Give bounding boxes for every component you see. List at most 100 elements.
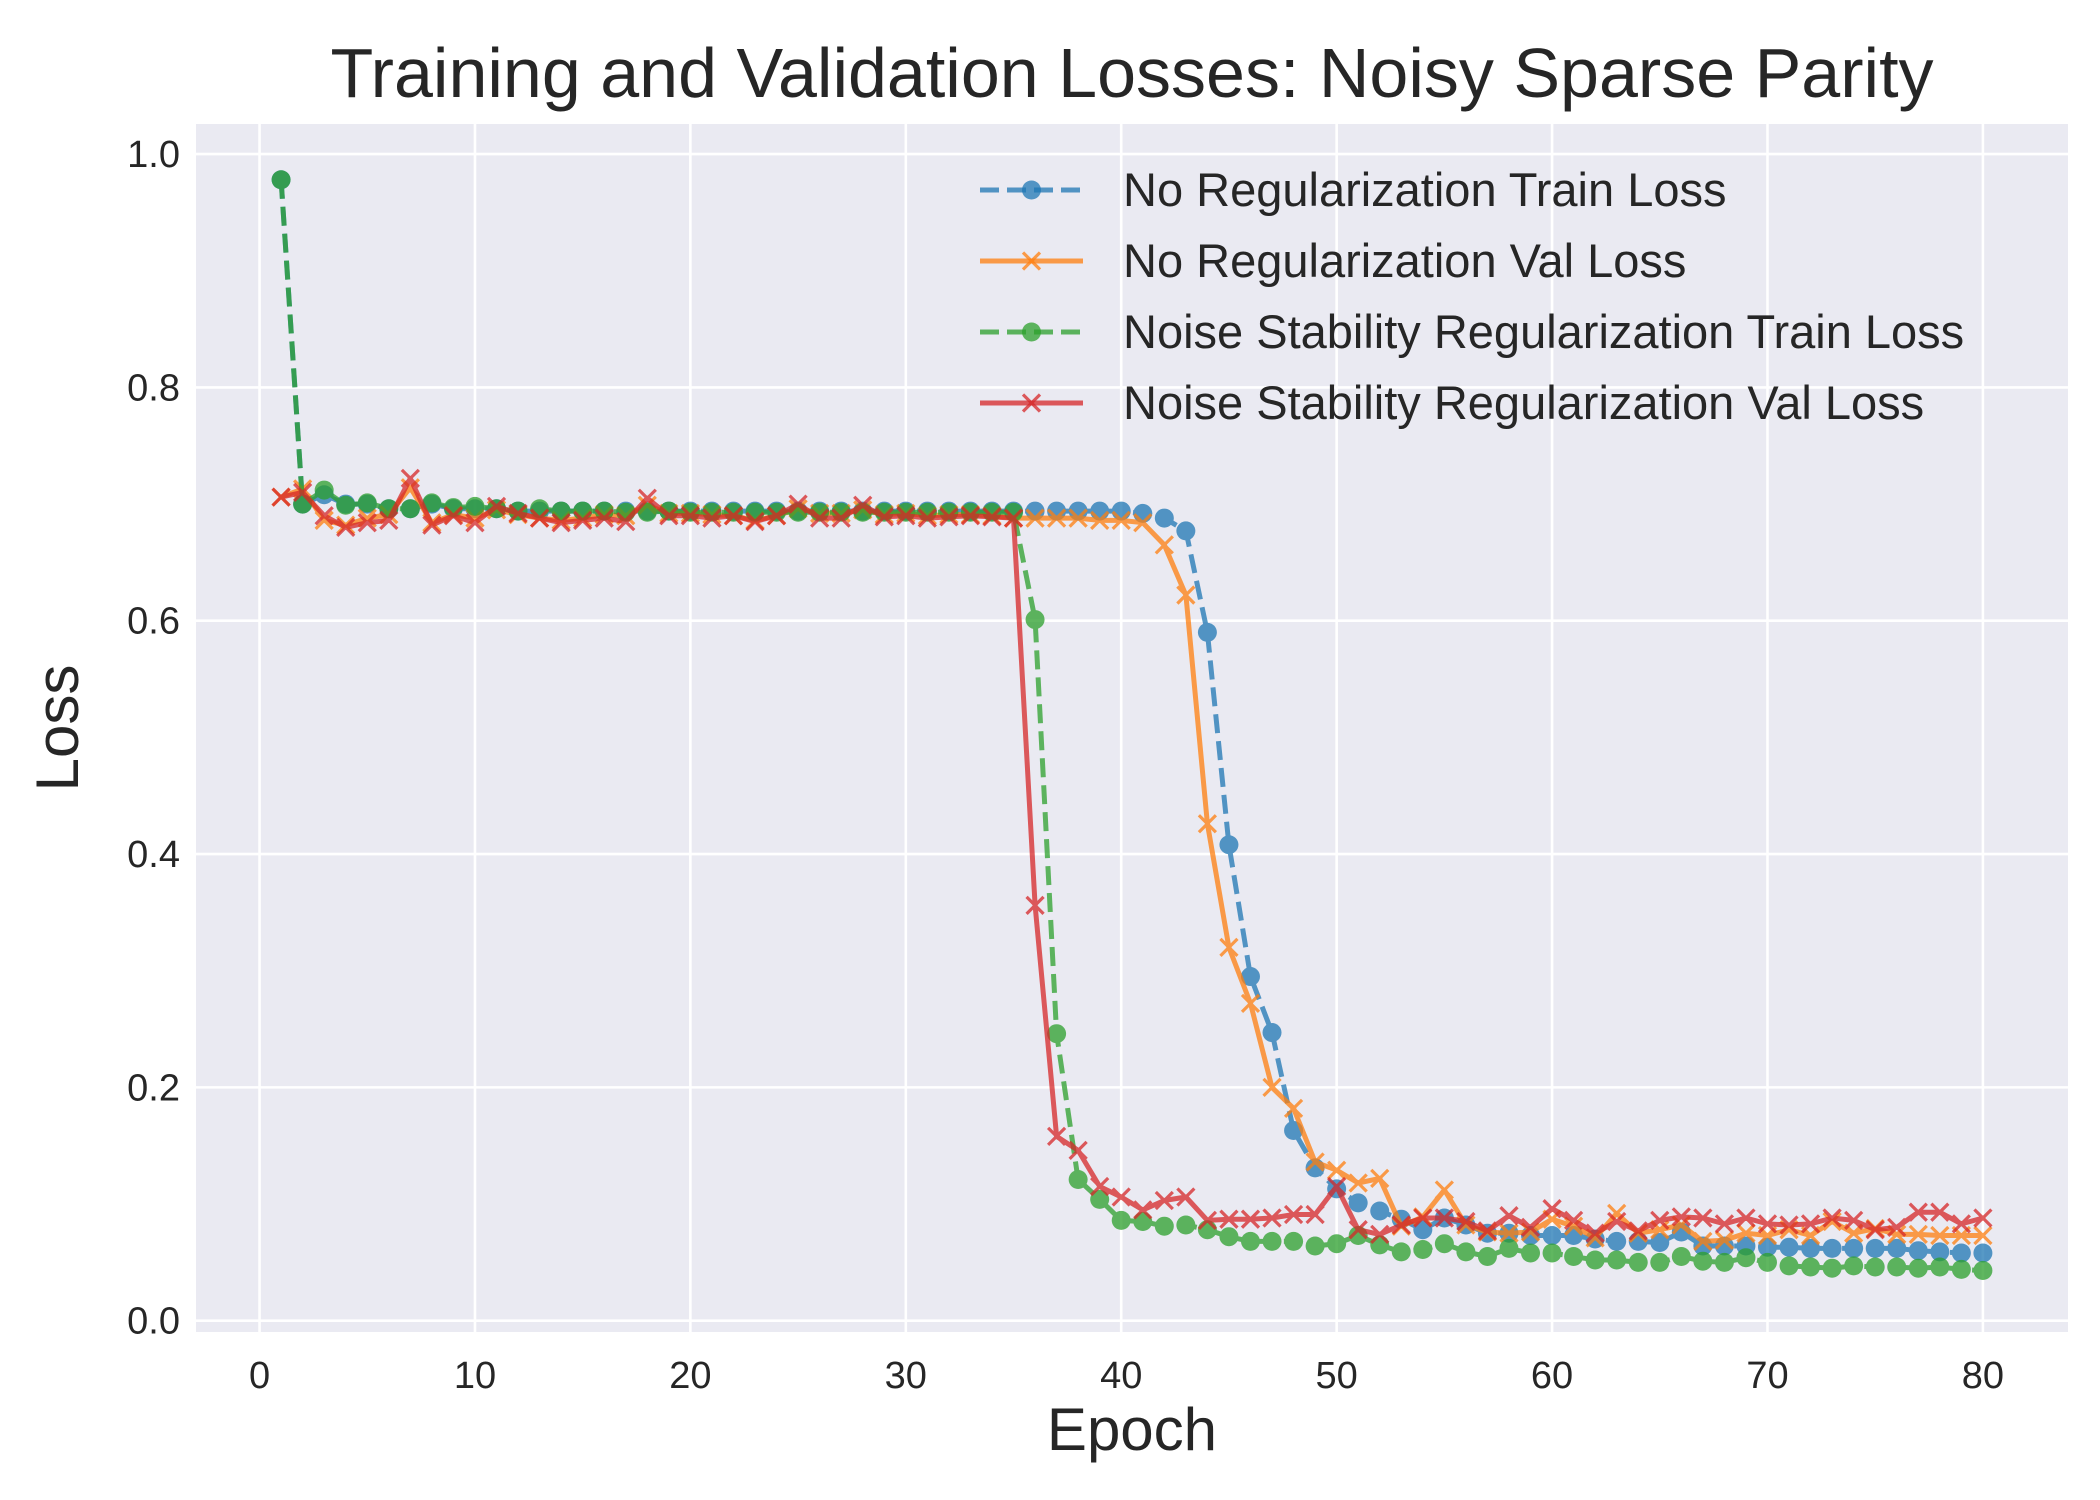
data-point xyxy=(810,508,830,528)
legend-label: No Regularization Train Loss xyxy=(1123,163,1726,216)
legend-label: Noise Stability Regularization Train Los… xyxy=(1123,305,1964,358)
data-point xyxy=(1865,1238,1885,1258)
data-point xyxy=(1283,1098,1304,1119)
data-point xyxy=(1844,1256,1864,1276)
x-axis-ticks: 0 10 20 30 40 50 60 70 80 xyxy=(249,1355,2004,1397)
data-point xyxy=(1154,535,1174,555)
y-tick-label: 0.0 xyxy=(127,1301,180,1343)
data-point xyxy=(1736,1248,1756,1268)
data-point xyxy=(1908,1258,1928,1278)
y-tick-label: 0.4 xyxy=(127,834,180,876)
x-tick-label: 50 xyxy=(1316,1355,1358,1397)
data-point xyxy=(1025,895,1045,916)
data-point xyxy=(1865,1257,1885,1277)
x-tick-label: 60 xyxy=(1531,1355,1573,1397)
series-noise-stability-regularization-train-loss xyxy=(271,170,1993,1281)
data-point xyxy=(1176,1215,1196,1235)
data-point xyxy=(314,480,334,500)
data-point xyxy=(1800,1214,1821,1234)
data-point xyxy=(1327,1234,1347,1254)
data-point xyxy=(1499,1223,1519,1243)
data-point xyxy=(1176,585,1196,605)
data-point xyxy=(594,501,614,521)
data-point xyxy=(400,468,420,489)
data-point xyxy=(1434,1180,1454,1200)
data-point xyxy=(1197,622,1217,642)
data-point xyxy=(400,499,420,519)
data-point xyxy=(1391,1215,1411,1235)
data-point xyxy=(422,515,442,535)
data-point xyxy=(982,507,1002,527)
data-point xyxy=(1348,1193,1368,1213)
data-point xyxy=(1456,1242,1476,1262)
data-point xyxy=(1563,1210,1584,1230)
data-point xyxy=(1801,1257,1821,1277)
chart-title: Training and Validation Losses: Noisy Sp… xyxy=(330,34,1933,112)
data-point xyxy=(1693,1251,1713,1271)
data-point xyxy=(745,511,765,532)
data-point xyxy=(637,488,657,508)
y-tick-label: 0.2 xyxy=(127,1067,180,1109)
data-point xyxy=(874,507,894,527)
data-point xyxy=(1542,1243,1562,1263)
data-point xyxy=(1693,1208,1713,1228)
data-point xyxy=(1822,1208,1842,1228)
data-point xyxy=(465,513,485,533)
data-point xyxy=(1521,1243,1541,1263)
data-point xyxy=(336,495,356,515)
data-point xyxy=(529,508,550,528)
data-point xyxy=(1650,1210,1670,1230)
data-point xyxy=(766,506,787,526)
series-line xyxy=(278,475,1986,1237)
data-point xyxy=(1348,1220,1368,1240)
data-point xyxy=(1327,1160,1347,1180)
data-point xyxy=(1154,1216,1174,1236)
data-point xyxy=(788,494,808,514)
data-point xyxy=(1520,1217,1541,1237)
data-point xyxy=(443,506,464,526)
data-point xyxy=(1930,1257,1950,1277)
data-point xyxy=(1499,1206,1519,1226)
data-point xyxy=(702,508,722,528)
legend-item: Noise Stability Regularization Train Los… xyxy=(980,305,1964,358)
data-point xyxy=(1714,1252,1734,1272)
data-point xyxy=(1197,1210,1218,1230)
data-point xyxy=(1908,1224,1928,1244)
data-point xyxy=(1219,1227,1239,1247)
data-point xyxy=(1607,1203,1627,1223)
x-tick-label: 40 xyxy=(1100,1355,1142,1397)
legend-marker xyxy=(1021,393,1042,413)
x-tick-label: 0 xyxy=(249,1355,270,1397)
data-point xyxy=(1714,1214,1735,1234)
data-point xyxy=(1671,1207,1691,1227)
data-point xyxy=(960,502,980,522)
data-point xyxy=(1973,1225,1993,1246)
y-tick-label: 0.8 xyxy=(127,367,180,409)
data-point xyxy=(1951,1259,1971,1279)
data-point xyxy=(1563,1216,1584,1236)
series-layer xyxy=(271,170,1993,1281)
data-point xyxy=(551,513,571,533)
x-axis-label: Epoch xyxy=(1047,1396,1217,1463)
data-point xyxy=(1628,1252,1648,1272)
data-point xyxy=(1650,1252,1670,1272)
data-point xyxy=(1370,1201,1390,1221)
data-point xyxy=(1477,1247,1497,1267)
data-point xyxy=(357,513,377,533)
data-point xyxy=(1930,1242,1950,1262)
data-point xyxy=(1456,1211,1476,1232)
data-point xyxy=(1585,1223,1605,1243)
data-point xyxy=(1887,1217,1907,1237)
data-point xyxy=(1003,508,1024,528)
legend-marker xyxy=(1022,180,1041,200)
data-point xyxy=(1757,1252,1777,1272)
data-point xyxy=(1542,1226,1562,1246)
data-point xyxy=(1240,1209,1261,1229)
data-point xyxy=(1908,1241,1928,1261)
data-point xyxy=(379,510,399,531)
data-point xyxy=(1068,1140,1088,1160)
data-point xyxy=(1757,1214,1778,1234)
x-tick-label: 80 xyxy=(1962,1355,2004,1397)
data-point xyxy=(1219,1209,1239,1229)
data-point xyxy=(1801,1238,1821,1258)
